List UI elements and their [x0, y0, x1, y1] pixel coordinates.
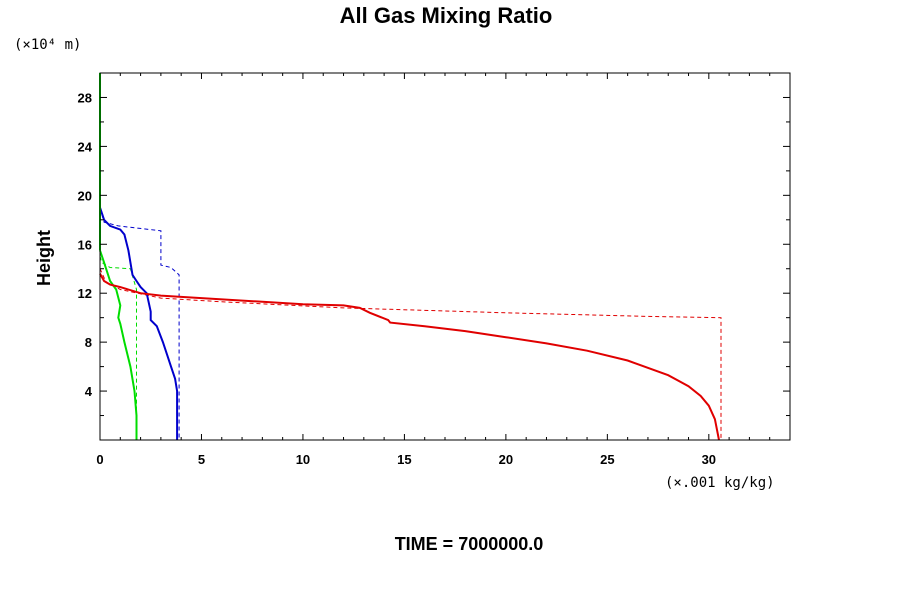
- y-tick-label: 16: [78, 237, 92, 252]
- y-tick-label: 20: [78, 188, 92, 203]
- y-tick-label: 28: [78, 90, 92, 105]
- series-line-1: [99, 256, 137, 440]
- y-tick-label: 8: [85, 335, 92, 350]
- x-tick-label: 20: [499, 452, 513, 467]
- x-tick-label: 25: [600, 452, 614, 467]
- plot-frame: [99, 72, 791, 441]
- x-unit-label: (×.001 kg/kg): [665, 475, 775, 491]
- footer-time: TIME = 7000000.0: [395, 534, 544, 554]
- series-line-6: [99, 273, 720, 441]
- y-tick-label: 4: [85, 384, 93, 399]
- y-unit-label: (×10⁴ m): [14, 37, 81, 53]
- x-tick-label: 0: [96, 452, 103, 467]
- y-axis-title: Height: [34, 230, 54, 286]
- series-layer: [99, 73, 722, 441]
- chart-title: All Gas Mixing Ratio: [340, 3, 553, 28]
- x-tick-label: 10: [296, 452, 310, 467]
- series-line-4: [99, 250, 138, 440]
- x-tick-label: 15: [397, 452, 411, 467]
- series-line-2: [99, 268, 722, 440]
- y-tick-label: 12: [78, 286, 92, 301]
- series-line-3: [99, 207, 179, 440]
- x-tick-label: 5: [198, 452, 205, 467]
- series-line-0: [99, 207, 180, 440]
- x-tick-label: 30: [702, 452, 716, 467]
- y-tick-label: 24: [78, 139, 93, 154]
- ticks-layer: 0 5 10 15 20 25 30 4 8 12 16 20 24 28: [78, 72, 791, 467]
